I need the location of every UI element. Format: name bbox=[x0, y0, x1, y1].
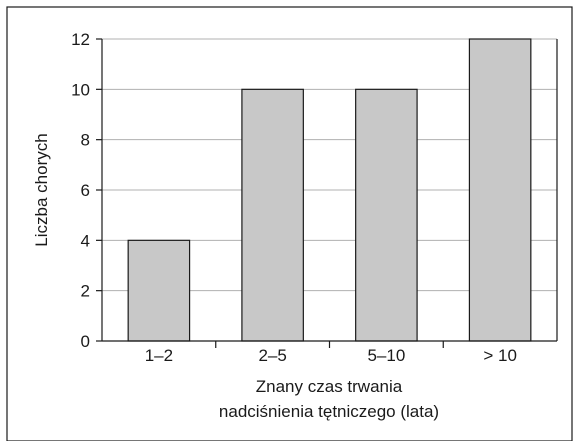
x-tick-label: 5–10 bbox=[367, 346, 405, 365]
y-tick-label: 12 bbox=[71, 30, 90, 49]
bar bbox=[468, 38, 532, 342]
bar bbox=[355, 88, 418, 342]
x-axis-label-line-1: Znany czas trwania bbox=[256, 377, 403, 396]
y-tick-label: 6 bbox=[81, 181, 90, 200]
y-tick-label: 8 bbox=[81, 131, 90, 150]
x-tick-label: 1–2 bbox=[145, 346, 173, 365]
y-tick-label: 10 bbox=[71, 80, 90, 99]
x-tick-label: 2–5 bbox=[258, 346, 286, 365]
y-tick-label: 4 bbox=[81, 231, 90, 250]
x-tick-label: > 10 bbox=[483, 346, 517, 365]
y-tick-label: 2 bbox=[81, 282, 90, 301]
x-tick-labels: 1–2 2–5 5–10 > 10 bbox=[145, 341, 517, 365]
y-tick-labels: 0 2 4 6 8 10 12 bbox=[71, 30, 102, 351]
y-tick-label: 0 bbox=[81, 332, 90, 351]
x-axis-label-line-2: nadciśnienia tętniczego (lata) bbox=[219, 402, 439, 421]
bar bbox=[127, 239, 191, 342]
y-axis-label: Liczba chorych bbox=[32, 133, 51, 246]
bar bbox=[241, 88, 304, 342]
